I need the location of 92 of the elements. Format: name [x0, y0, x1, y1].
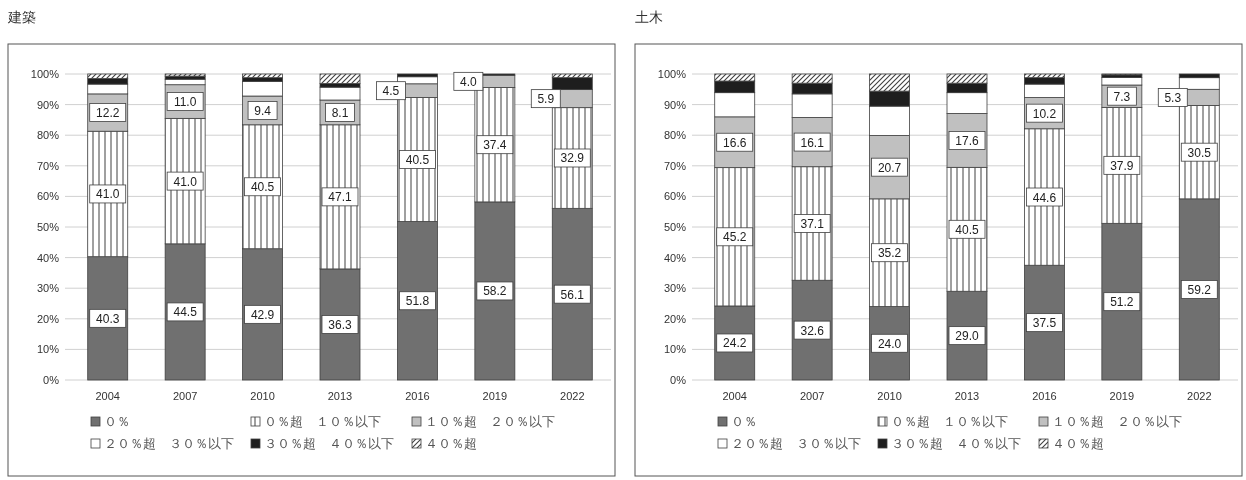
- data-label: 40.5: [405, 153, 430, 168]
- data-label: 40.5: [955, 222, 979, 237]
- legend-label: １０％超 ２０％以下: [1052, 414, 1182, 429]
- data-label: 29.0: [955, 329, 979, 344]
- data-label: 7.3: [1113, 89, 1131, 104]
- x-tick-label: 2007: [172, 390, 198, 402]
- x-tick-label: 2013: [327, 390, 353, 402]
- data-label: 8.1: [331, 105, 349, 120]
- data-label: 11.0: [173, 95, 197, 110]
- x-tick-label: 2022: [1187, 390, 1212, 402]
- data-label: 32.6: [800, 323, 825, 338]
- data-label: 37.1: [800, 216, 825, 231]
- x-tick-label: 2022: [560, 390, 585, 402]
- x-tick-label: 2016: [405, 390, 430, 402]
- data-label: 36.3: [328, 317, 352, 332]
- data-label: 32.9: [560, 151, 585, 166]
- y-tick-label: 50%: [36, 221, 60, 233]
- legend-label: ３０％超 ４０％以下: [264, 436, 394, 451]
- y-tick-label: 50%: [663, 221, 687, 233]
- data-label: 37.4: [483, 138, 507, 153]
- legend-label: ４０％超: [425, 436, 477, 451]
- y-tick-label: 30%: [36, 282, 60, 295]
- y-tick-label: 0%: [43, 374, 60, 386]
- data-label: 5.9: [537, 92, 555, 107]
- y-tick-label: 80%: [663, 129, 687, 142]
- y-tick-label: 30%: [663, 282, 687, 295]
- data-label: 16.1: [800, 135, 825, 150]
- x-tick-label: 2010: [250, 390, 275, 402]
- data-label: 9.4: [254, 103, 272, 118]
- legend-label: ３０％超 ４０％以下: [891, 436, 1021, 451]
- y-tick-label: 40%: [663, 251, 687, 264]
- data-label: 58.2: [483, 284, 507, 299]
- y-tick-label: 10%: [663, 343, 687, 356]
- x-tick-label: 2004: [95, 390, 120, 402]
- chart-title: 建築: [7, 9, 36, 25]
- x-tick-label: 2019: [1109, 390, 1135, 402]
- data-label: 24.0: [877, 336, 902, 351]
- data-label: 37.9: [1110, 158, 1134, 173]
- data-label: 10.2: [1032, 106, 1057, 121]
- data-label: 12.2: [96, 106, 120, 121]
- x-tick-label: 2004: [722, 390, 747, 402]
- y-tick-label: 80%: [36, 129, 60, 142]
- y-tick-label: 60%: [36, 190, 60, 203]
- data-label: 59.2: [1187, 282, 1212, 297]
- legend-label: ２０％超 ３０％以下: [104, 436, 234, 451]
- legend-label: ０％: [731, 414, 757, 429]
- x-tick-label: 2019: [482, 390, 508, 402]
- x-tick-label: 2016: [1032, 390, 1057, 402]
- data-label: 45.2: [723, 230, 747, 245]
- legend-label: ０％超 １０％以下: [891, 414, 1008, 429]
- data-label: 47.1: [328, 190, 352, 205]
- data-label: 42.9: [250, 307, 275, 322]
- legend-label: １０％超 ２０％以下: [425, 414, 555, 429]
- x-tick-label: 2010: [877, 390, 902, 402]
- data-label: 41.0: [173, 174, 198, 189]
- data-label: 41.0: [96, 187, 120, 202]
- data-label: 51.8: [405, 294, 430, 309]
- y-tick-label: 90%: [36, 98, 60, 111]
- legend-label: ４０％超: [1052, 436, 1104, 451]
- data-label: 16.6: [723, 135, 747, 150]
- y-tick-label: 100%: [30, 68, 60, 80]
- y-tick-label: 90%: [663, 98, 687, 111]
- data-label: 20.7: [877, 160, 902, 175]
- x-tick-label: 2013: [954, 390, 980, 402]
- y-tick-label: 20%: [663, 312, 687, 325]
- y-tick-label: 100%: [657, 68, 687, 80]
- x-tick-label: 2007: [799, 390, 825, 402]
- data-label: 4.0: [460, 74, 478, 89]
- y-tick-label: 0%: [670, 374, 687, 386]
- legend-label: ２０％超 ３０％以下: [731, 436, 861, 451]
- y-tick-label: 10%: [36, 343, 60, 356]
- chart-title: 土木: [635, 9, 663, 25]
- data-label: 35.2: [877, 246, 902, 261]
- data-label: 40.5: [250, 180, 275, 195]
- data-label: 44.5: [173, 305, 198, 320]
- y-tick-label: 60%: [663, 190, 687, 203]
- data-label: 40.3: [96, 311, 120, 326]
- data-label: 5.3: [1164, 90, 1182, 105]
- y-tick-label: 20%: [36, 312, 60, 325]
- y-tick-label: 40%: [36, 251, 60, 264]
- data-label: 56.1: [560, 287, 585, 302]
- legend-label: ０％: [104, 414, 130, 429]
- data-label: 44.6: [1032, 190, 1057, 205]
- data-label: 37.5: [1032, 316, 1057, 331]
- data-label: 30.5: [1187, 145, 1212, 160]
- data-label: 4.5: [382, 84, 400, 99]
- data-label: 24.2: [723, 336, 747, 351]
- y-tick-label: 70%: [36, 159, 60, 172]
- y-tick-label: 70%: [663, 159, 687, 172]
- data-label: 51.2: [1110, 295, 1134, 310]
- data-label: 17.6: [955, 133, 979, 148]
- legend-label: ０％超 １０％以下: [264, 414, 381, 429]
